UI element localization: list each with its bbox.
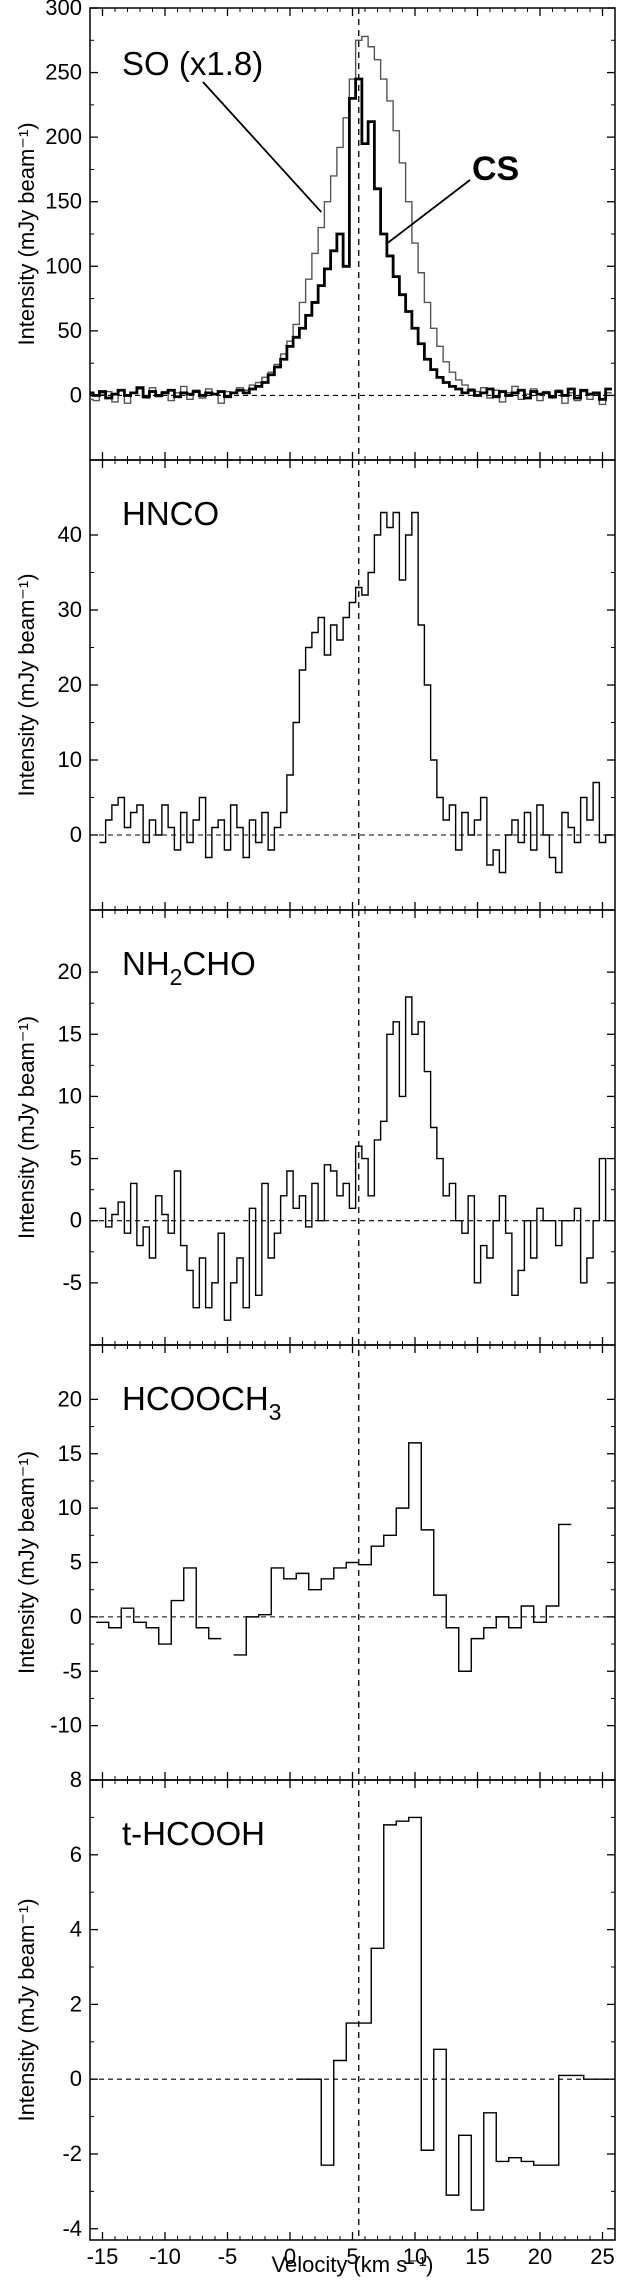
series-line-so-x1-8- [90, 35, 612, 406]
y-tick-label: -4 [62, 2216, 82, 2241]
annotation-pointer-2 [386, 179, 471, 244]
series-line-nh2cho [99, 996, 612, 1321]
y-tick-label: 150 [45, 189, 82, 214]
y-tick-label: 50 [58, 318, 82, 343]
y-tick-label: 100 [45, 253, 82, 278]
x-tick-label: 5 [346, 2244, 358, 2269]
x-tick-label: 10 [403, 2244, 427, 2269]
y-tick-label: 10 [58, 1495, 82, 1520]
y-tick-label: 250 [45, 60, 82, 85]
x-tick-label: -15 [87, 2244, 119, 2269]
y-tick-label: 6 [70, 1842, 82, 1867]
cs-series-label: CS [472, 150, 519, 188]
y-tick-label: 0 [70, 1604, 82, 1629]
y-axis-title: Intensity (mJy beam⁻¹) [14, 1898, 39, 2121]
x-tick-label: -10 [149, 2244, 181, 2269]
y-tick-label: 30 [58, 597, 82, 622]
x-tick-label: 25 [590, 2244, 614, 2269]
y-tick-label: 2 [70, 1991, 82, 2016]
x-tick-label: 20 [528, 2244, 552, 2269]
annotation-pointer-1 [202, 81, 322, 213]
y-tick-label: 20 [58, 1386, 82, 1411]
x-tick-label: 0 [284, 2244, 296, 2269]
panel-4: -10 -5 0 5 10 15 20 Intensity (mJy beam⁻¹) [14, 1344, 616, 1781]
y-tick-label: -5 [62, 1270, 82, 1295]
y-tick-label: 40 [58, 522, 82, 547]
y-tick-label: 8 [70, 1767, 82, 1792]
y-axis-title: Intensity (mJy beam⁻¹) [14, 122, 39, 345]
panel-3: -5 0 5 10 15 20 Intensity (mJy beam⁻¹) [14, 909, 616, 1346]
y-tick-label: 0 [70, 382, 82, 407]
y-tick-label: 15 [58, 1021, 82, 1046]
series-line-t-hcooh [296, 1816, 609, 2211]
y-tick-label: 15 [58, 1441, 82, 1466]
y-tick-label: -5 [62, 1658, 82, 1683]
x-axis-title: Velocity (km s⁻¹) [272, 2252, 434, 2277]
y-tick-label: 5 [70, 1146, 82, 1171]
y-tick-label: 4 [70, 1917, 82, 1942]
y-tick-label: 0 [70, 2066, 82, 2091]
y-tick-label: 10 [58, 1083, 82, 1108]
panel-2: 0 10 20 30 40 Intensity (mJy beam⁻¹) [14, 459, 616, 911]
y-tick-label: 20 [58, 959, 82, 984]
panel-5: -4 -2 0 2 4 6 8 Intensity (mJy beam⁻¹) [14, 1767, 616, 2241]
series-line-hcooch3 [96, 1442, 572, 1672]
y-tick-label: 0 [70, 822, 82, 847]
y-axis-title: Intensity (mJy beam⁻¹) [14, 573, 39, 796]
x-tick-label: -5 [218, 2244, 238, 2269]
panel-label-2: HNCO [122, 495, 219, 532]
series-line-cs [90, 77, 612, 401]
panel-1: 0 50 100 150 200 250 300 Intensity (mJy beam⁻¹) [14, 0, 616, 461]
y-axis-title: Intensity (mJy beam⁻¹) [14, 1016, 39, 1239]
y-tick-label: 10 [58, 747, 82, 772]
x-tick-label: 15 [465, 2244, 489, 2269]
y-tick-label: 200 [45, 124, 82, 149]
y-tick-label: 20 [58, 672, 82, 697]
y-tick-label: 0 [70, 1208, 82, 1233]
panel-label-1: SO (x1.8) [122, 45, 263, 82]
panel-label-4: HCOOCH3 [122, 1380, 281, 1425]
y-tick-label: 5 [70, 1550, 82, 1575]
y-axis-title: Intensity (mJy beam⁻¹) [14, 1451, 39, 1674]
y-tick-label: 300 [45, 0, 82, 20]
panel-label-3: NH2CHO [122, 945, 256, 990]
panel-label-5: t-HCOOH [122, 1815, 265, 1852]
y-tick-label: -2 [62, 2141, 82, 2166]
y-tick-label: -10 [50, 1713, 82, 1738]
series-line-hnco [99, 511, 612, 874]
